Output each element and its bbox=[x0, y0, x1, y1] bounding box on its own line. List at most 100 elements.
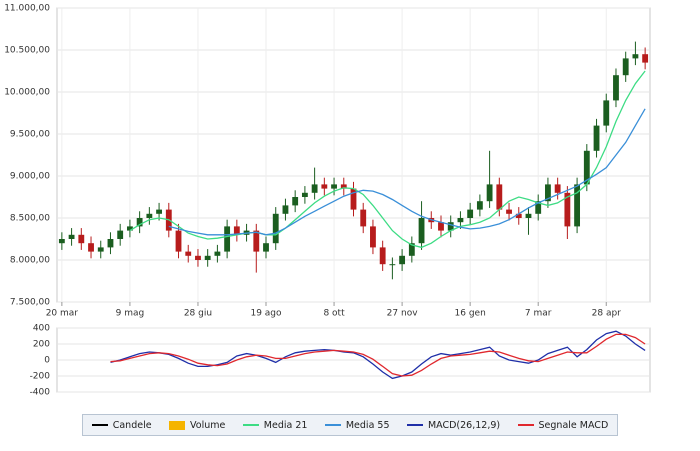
candle-body bbox=[564, 192, 571, 227]
candle-body bbox=[263, 243, 269, 252]
candle-body bbox=[68, 234, 75, 239]
legend-item: Media 21 bbox=[242, 419, 308, 431]
candle-body bbox=[88, 243, 94, 252]
y-tick-label: 7.500,00 bbox=[10, 298, 50, 308]
y-tick-label: 8.500,00 bbox=[10, 214, 50, 224]
x-tick-label: 16 gen bbox=[455, 309, 486, 319]
candle-body bbox=[146, 213, 153, 218]
candle-body bbox=[117, 230, 124, 239]
y-tick-label: 10.000,00 bbox=[4, 88, 50, 98]
candle-body bbox=[253, 230, 260, 252]
candle-body bbox=[321, 184, 328, 189]
x-tick-label: 8 ott bbox=[323, 309, 345, 319]
candle-body bbox=[58, 239, 65, 244]
candle-body bbox=[545, 184, 551, 202]
candle-body bbox=[486, 184, 493, 202]
y-tick-label: 10.500,00 bbox=[4, 46, 50, 56]
legend-label: Candele bbox=[112, 419, 152, 431]
legend-swatch bbox=[406, 424, 423, 426]
candle-body bbox=[535, 201, 542, 214]
x-tick-label: 27 nov bbox=[387, 309, 419, 319]
candle-body bbox=[78, 234, 85, 244]
legend-item: Segnale MACD bbox=[517, 419, 609, 431]
y-tick-label: 8.000,00 bbox=[10, 256, 50, 266]
candle-body bbox=[457, 218, 464, 223]
candle-body bbox=[97, 247, 104, 252]
candle-body bbox=[613, 75, 619, 101]
candle-body bbox=[574, 184, 581, 227]
candle-body bbox=[603, 100, 610, 126]
y-tick-label: -400 bbox=[30, 388, 51, 398]
candle-body bbox=[360, 209, 367, 227]
legend-label: Volume bbox=[190, 419, 226, 431]
candle-body bbox=[156, 209, 162, 214]
legend-label: Segnale MACD bbox=[538, 419, 609, 431]
candle-body bbox=[554, 184, 561, 193]
y-tick-label: 200 bbox=[33, 340, 50, 350]
candle-body bbox=[175, 230, 182, 252]
legend-swatch bbox=[242, 424, 259, 426]
candle-body bbox=[292, 197, 299, 206]
candle-body bbox=[301, 192, 308, 197]
legend-swatch bbox=[169, 420, 185, 430]
candle-body bbox=[593, 125, 600, 151]
legend-swatch bbox=[324, 424, 341, 426]
y-tick-label: -200 bbox=[30, 372, 51, 382]
series-line bbox=[110, 333, 646, 377]
candle-body bbox=[467, 209, 474, 218]
candle-body bbox=[438, 222, 444, 231]
candle-body bbox=[476, 201, 483, 210]
candle-body bbox=[399, 255, 406, 265]
legend-swatch bbox=[91, 424, 108, 426]
candle-body bbox=[331, 184, 337, 189]
candle-body bbox=[642, 54, 649, 63]
candle-body bbox=[195, 255, 201, 260]
candle-body bbox=[233, 226, 240, 235]
candle-body bbox=[107, 239, 114, 248]
candle-body bbox=[506, 209, 512, 214]
y-tick-label: 9.500,00 bbox=[10, 130, 50, 140]
candle-body bbox=[408, 243, 415, 256]
legend-item: Candele bbox=[91, 419, 152, 431]
candle-body bbox=[496, 184, 503, 210]
candle-body bbox=[272, 213, 279, 244]
chart: 7.500,00 8.000,00 8.500,00 9.000,00 9.500,00… bbox=[4, 4, 651, 398]
candle-body bbox=[583, 150, 590, 185]
x-tick-label: 9 mag bbox=[116, 309, 145, 319]
legend-item: Volume bbox=[169, 420, 225, 431]
x-tick-label: 7 mar bbox=[525, 309, 552, 319]
candle-body bbox=[126, 226, 133, 231]
plot-area bbox=[56, 7, 651, 303]
legend: Candele Volume Media 21 Media 55 MACD(26,12,… bbox=[82, 414, 618, 436]
x-tick-label: 19 ago bbox=[250, 309, 282, 319]
candle-body bbox=[525, 213, 532, 218]
y-tick-label: 11.000,00 bbox=[4, 4, 50, 14]
candle-body bbox=[340, 184, 347, 189]
candle-body bbox=[632, 54, 639, 59]
legend-swatch bbox=[517, 424, 534, 426]
legend-label: Media 21 bbox=[263, 419, 308, 431]
candle-body bbox=[389, 264, 396, 266]
y-tick-label: 400 bbox=[33, 324, 50, 334]
candle-body bbox=[185, 251, 192, 256]
candle-body bbox=[515, 213, 522, 218]
legend-item: MACD(26,12,9) bbox=[406, 419, 501, 431]
legend-label: MACD(26,12,9) bbox=[427, 419, 501, 431]
series-line bbox=[110, 330, 646, 380]
candle-body bbox=[379, 247, 386, 265]
y-tick-label: 9.000,00 bbox=[10, 172, 50, 182]
candle-body bbox=[622, 58, 629, 76]
candle-body bbox=[418, 218, 425, 244]
y-tick-label: 0 bbox=[44, 356, 50, 366]
candle-body bbox=[224, 226, 231, 252]
x-tick-label: 28 giu bbox=[184, 309, 212, 319]
legend-item: Media 55 bbox=[324, 419, 390, 431]
candle-body bbox=[350, 188, 357, 210]
x-tick-label: 28 apr bbox=[592, 309, 622, 319]
legend-label: Media 55 bbox=[345, 419, 390, 431]
candle-body bbox=[282, 205, 289, 214]
candle-body bbox=[136, 218, 143, 227]
candle-body bbox=[204, 255, 211, 260]
candle-body bbox=[214, 251, 221, 256]
